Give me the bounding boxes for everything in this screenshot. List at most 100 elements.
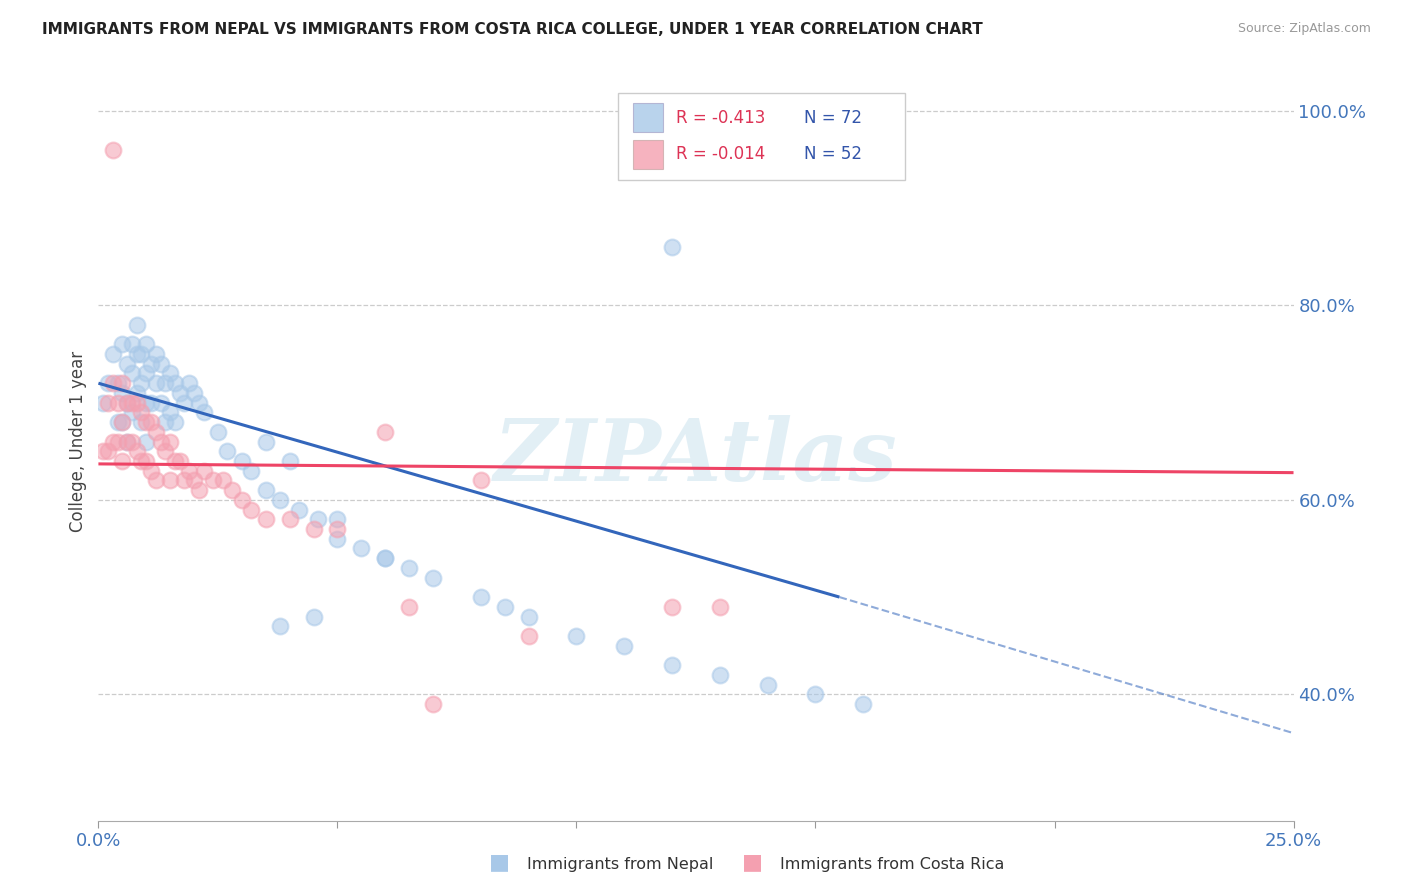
Point xyxy=(307,512,329,526)
Point xyxy=(131,376,153,391)
Point xyxy=(111,386,134,401)
Point xyxy=(111,337,134,351)
Point xyxy=(709,668,731,682)
Point xyxy=(115,434,138,449)
Point xyxy=(163,454,186,468)
Point xyxy=(139,395,162,409)
Point xyxy=(163,376,186,391)
Point xyxy=(101,347,124,361)
Point xyxy=(852,697,875,711)
Point xyxy=(145,376,167,391)
Y-axis label: College, Under 1 year: College, Under 1 year xyxy=(69,351,87,533)
Point xyxy=(149,434,172,449)
Point xyxy=(139,464,162,478)
Point xyxy=(121,367,143,381)
Point xyxy=(179,376,201,391)
Point xyxy=(145,347,167,361)
Text: IMMIGRANTS FROM NEPAL VS IMMIGRANTS FROM COSTA RICA COLLEGE, UNDER 1 YEAR CORREL: IMMIGRANTS FROM NEPAL VS IMMIGRANTS FROM… xyxy=(42,22,983,37)
Point xyxy=(565,629,588,643)
Point xyxy=(173,395,195,409)
Point xyxy=(202,474,225,488)
Point xyxy=(115,395,138,409)
Point xyxy=(91,444,114,458)
Point xyxy=(135,434,157,449)
Point xyxy=(183,474,205,488)
Text: N = 72: N = 72 xyxy=(804,109,862,127)
Point xyxy=(398,599,420,614)
Point xyxy=(135,415,157,429)
Point xyxy=(709,599,731,614)
Point xyxy=(121,405,143,419)
Point xyxy=(179,464,201,478)
Point xyxy=(159,367,181,381)
Point xyxy=(121,434,143,449)
Point xyxy=(269,619,291,633)
Point xyxy=(163,415,186,429)
Point xyxy=(101,376,124,391)
Point xyxy=(149,395,172,409)
Point xyxy=(159,474,181,488)
Point xyxy=(187,395,209,409)
Point xyxy=(107,376,129,391)
Point xyxy=(302,609,325,624)
Point xyxy=(125,386,148,401)
Point xyxy=(302,522,325,536)
Point xyxy=(240,464,263,478)
Point xyxy=(221,483,243,497)
Point xyxy=(254,434,277,449)
Point xyxy=(125,347,148,361)
Point xyxy=(155,444,177,458)
Text: ■: ■ xyxy=(489,853,509,872)
Point xyxy=(135,367,157,381)
Point xyxy=(111,376,134,391)
Point xyxy=(159,405,181,419)
Point xyxy=(269,492,291,507)
Point xyxy=(254,512,277,526)
Point xyxy=(97,444,120,458)
Point xyxy=(422,697,444,711)
Point xyxy=(107,395,129,409)
Text: R = -0.413: R = -0.413 xyxy=(676,109,765,127)
Text: Immigrants from Nepal: Immigrants from Nepal xyxy=(527,857,714,872)
Text: ZIPAtlas: ZIPAtlas xyxy=(494,415,898,499)
FancyBboxPatch shape xyxy=(633,140,662,169)
Point xyxy=(470,474,492,488)
Point xyxy=(231,454,253,468)
Point xyxy=(107,415,129,429)
Point xyxy=(125,395,148,409)
Point xyxy=(804,687,827,701)
Point xyxy=(101,434,124,449)
Point xyxy=(115,434,138,449)
Point xyxy=(145,425,167,439)
Point xyxy=(374,551,396,566)
Point xyxy=(155,376,177,391)
Point xyxy=(231,492,253,507)
Text: Source: ZipAtlas.com: Source: ZipAtlas.com xyxy=(1237,22,1371,36)
FancyBboxPatch shape xyxy=(619,93,905,180)
Point xyxy=(183,386,205,401)
Point xyxy=(278,512,301,526)
Point xyxy=(193,464,215,478)
Point xyxy=(398,561,420,575)
Point xyxy=(131,405,153,419)
Text: Immigrants from Costa Rica: Immigrants from Costa Rica xyxy=(780,857,1005,872)
Point xyxy=(661,599,683,614)
Point xyxy=(115,395,138,409)
Point xyxy=(169,454,191,468)
Point xyxy=(159,434,181,449)
Point xyxy=(661,240,683,254)
Point xyxy=(326,512,349,526)
Point xyxy=(135,454,157,468)
Point xyxy=(91,395,114,409)
Point xyxy=(135,395,157,409)
Point xyxy=(111,415,134,429)
Point xyxy=(517,609,540,624)
Point xyxy=(193,405,215,419)
Point xyxy=(756,677,779,691)
Point xyxy=(288,502,311,516)
Point xyxy=(121,337,143,351)
Point xyxy=(135,337,157,351)
Text: N = 52: N = 52 xyxy=(804,145,862,163)
Point xyxy=(173,474,195,488)
Point xyxy=(139,357,162,371)
